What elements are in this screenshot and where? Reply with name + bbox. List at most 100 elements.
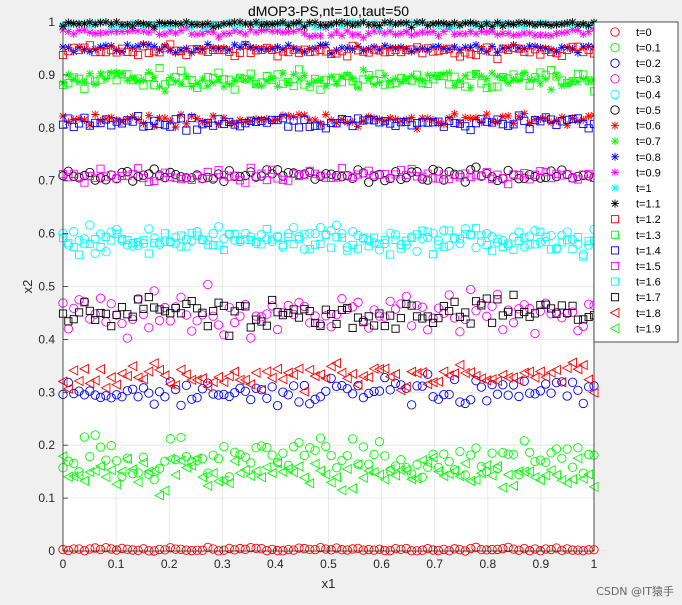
data-point [225,80,234,89]
y-tick-label: 0.4 [38,332,55,346]
data-point [127,360,138,372]
data-point [545,464,556,476]
data-point [283,229,293,239]
data-point [406,167,417,177]
data-point [144,72,153,81]
data-point [235,235,245,244]
data-point [513,466,524,477]
data-point [536,43,545,52]
data-point [311,74,320,84]
data-point [471,171,481,180]
data-point [90,543,100,553]
data-point [482,294,491,303]
data-point [525,175,534,184]
data-point [407,45,416,54]
data-point [326,450,336,461]
data-point [128,48,137,57]
data-point [547,21,556,30]
data-point [332,46,341,55]
y-axis-ticks: 00.10.20.30.40.50.60.70.80.91 [38,15,68,558]
data-point [482,28,491,37]
data-point [347,434,358,444]
data-point [358,545,369,555]
data-point [246,542,256,553]
data-point [579,19,588,28]
data-point [91,110,100,119]
data-point [240,452,251,462]
data-point [159,370,170,381]
data-point [557,43,566,52]
data-point [504,45,513,54]
data-point [471,51,481,60]
data-point [353,543,363,554]
data-point [128,384,138,394]
data-point [75,26,84,35]
data-point [482,228,492,239]
data-point [182,299,191,309]
data-point [85,240,94,249]
data-point [406,469,417,479]
data-point [347,544,358,554]
data-point [166,309,175,318]
data-point [321,441,331,452]
data-point [182,78,191,87]
data-point [193,114,202,123]
data-point [326,373,336,384]
data-point [321,169,331,179]
data-point [255,471,266,483]
data-point [488,318,497,327]
data-point [497,369,508,381]
data-point [134,111,143,121]
data-point [348,117,357,126]
data-point [230,120,239,129]
data-point [138,309,149,320]
data-point [541,114,550,123]
data-point [143,466,154,477]
data-point [289,305,298,314]
data-point [509,31,518,40]
data-point [75,114,84,123]
data-point [359,117,368,126]
data-point [252,80,261,89]
data-point [423,312,432,321]
data-point [96,308,105,318]
data-point [455,46,464,55]
data-point [509,245,518,254]
data-point [353,46,363,55]
data-point [422,457,433,469]
y-tick-label: 0.6 [38,227,55,241]
data-point [573,171,583,182]
data-point [187,394,197,404]
data-point [218,376,229,388]
data-point [256,229,267,240]
data-point [407,23,416,32]
data-point [530,544,540,554]
data-point [584,124,593,133]
data-point [359,33,368,42]
data-point [331,220,342,230]
data-point [541,172,551,183]
data-point [493,82,502,91]
data-point [155,18,164,27]
data-point [95,173,106,183]
data-point [359,233,368,242]
data-point [193,125,202,134]
data-point [461,48,470,57]
data-point [267,450,277,460]
data-point [584,236,593,245]
legend: t=0t=0.1t=0.2t=0.3t=0.4t=0.5t=0.6t=0.7t=… [593,21,679,343]
data-point [305,167,315,177]
data-point [74,295,84,305]
data-point [332,27,341,36]
data-point [273,70,282,79]
data-point [370,114,379,123]
data-point [488,26,497,35]
data-point [509,41,518,50]
data-point [143,366,154,377]
data-point [332,173,341,182]
data-point [508,372,518,383]
data-point [91,80,100,89]
legend-item: t=0.7 [611,136,661,148]
data-point [550,364,561,376]
data-point [235,73,245,82]
